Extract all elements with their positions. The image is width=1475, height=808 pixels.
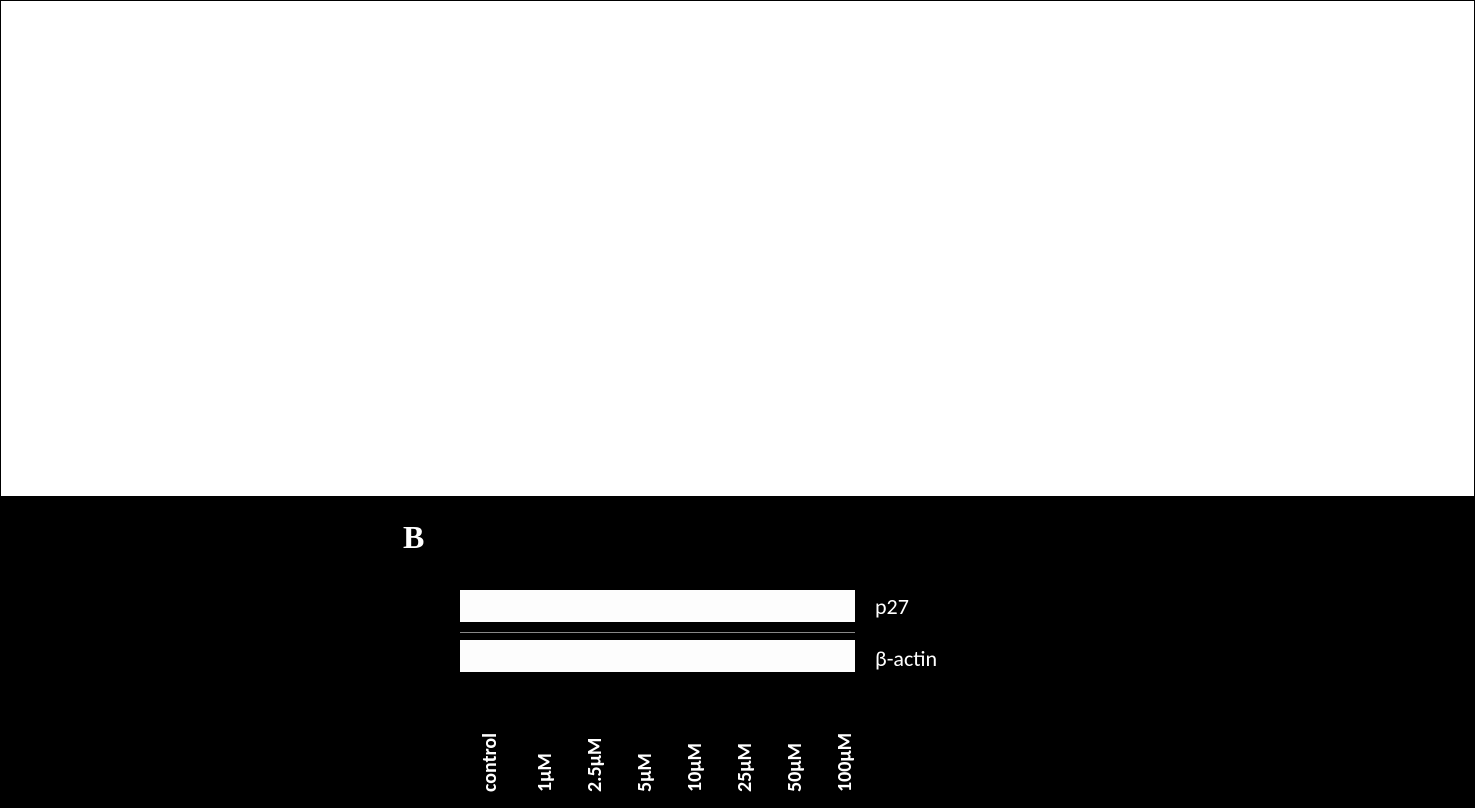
lane-label-control: control: [460, 702, 520, 792]
blot-label-beta-actin: β-actin: [875, 645, 937, 672]
blot-separator-line: [460, 632, 855, 633]
panel-label-b: B: [403, 519, 424, 556]
blot-band-beta-actin: [460, 640, 855, 672]
lane-label-2-5uM: 2.5μM: [570, 702, 620, 792]
blot-band-p27: [460, 590, 855, 622]
lane-label-10uM: 10μM: [670, 702, 720, 792]
lane-labels-container: control 1μM 2.5μM 5μM 10μM 25μM 50μM 100…: [460, 702, 870, 792]
blot-container: [460, 590, 855, 690]
lane-label-1uM: 1μM: [520, 702, 570, 792]
lane-label-25uM: 25μM: [720, 702, 770, 792]
upper-panel-blank: [0, 0, 1475, 497]
blot-label-p27: p27: [875, 593, 909, 620]
lane-label-50uM: 50μM: [770, 702, 820, 792]
lower-panel-blot: B p27 β-actin control 1μM 2.5μM 5μM 10μM…: [0, 497, 1475, 808]
lane-label-100uM: 100μM: [820, 702, 870, 792]
lane-label-5uM: 5μM: [620, 702, 670, 792]
